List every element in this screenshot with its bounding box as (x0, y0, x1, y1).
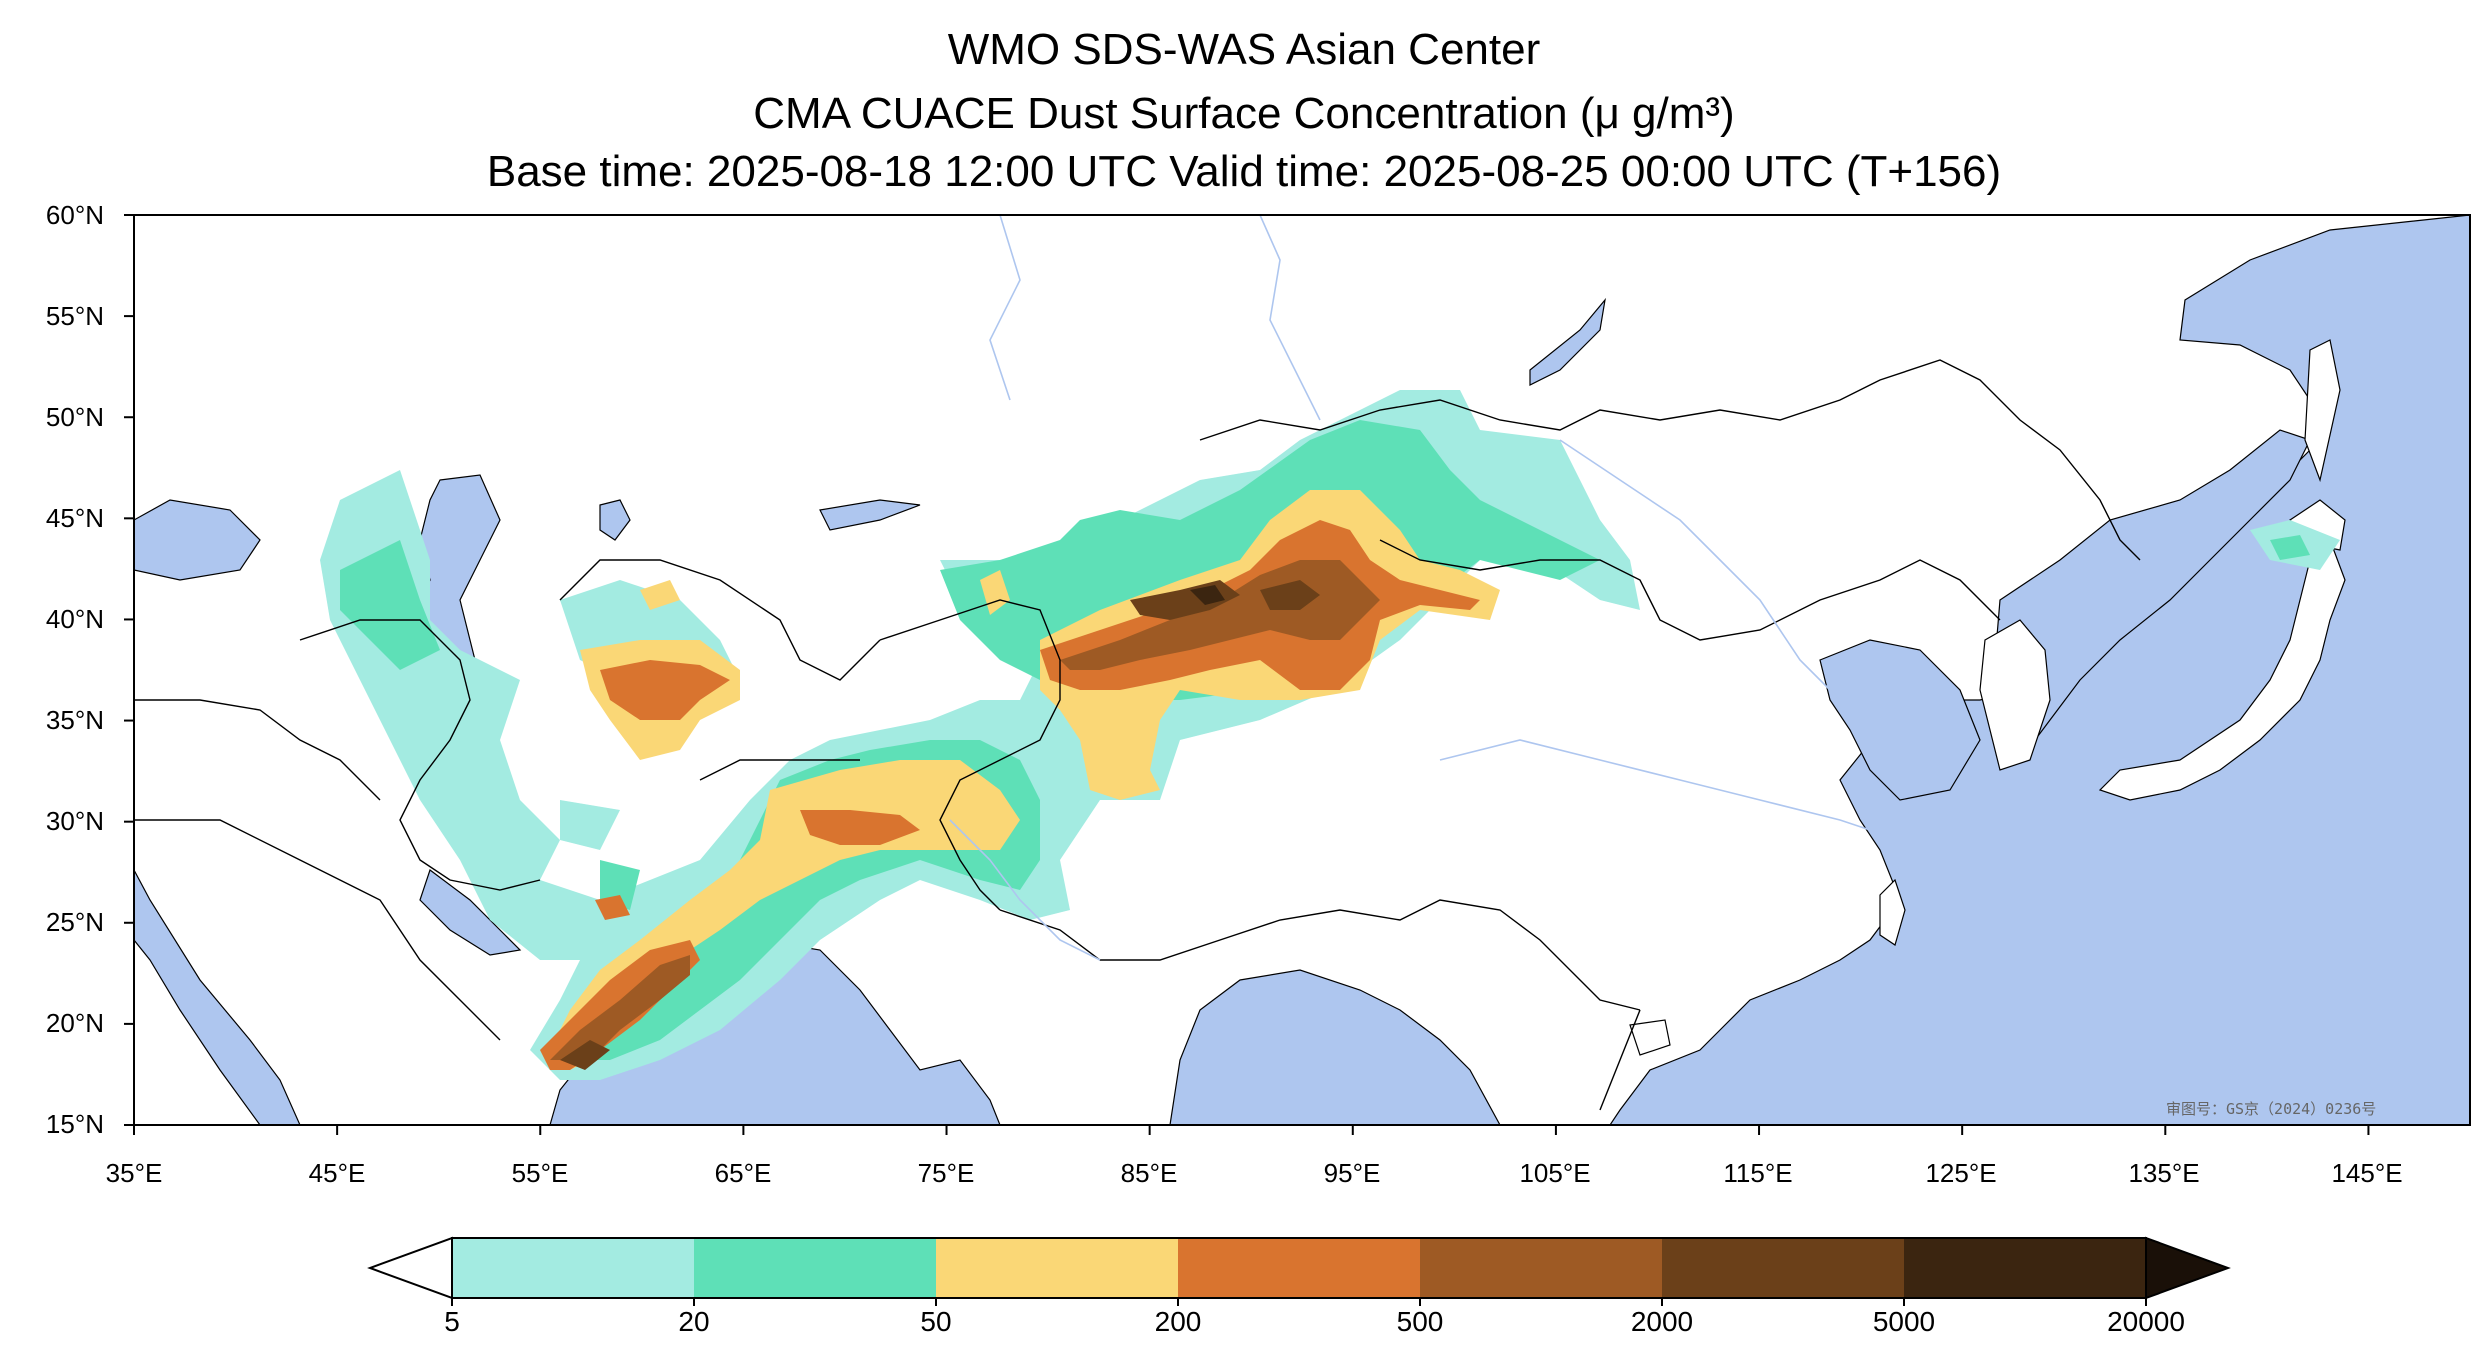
colorbar-frame (451, 1237, 2147, 1299)
lat-label-30: 30°N (45, 806, 104, 836)
lat-label-45: 45°N (45, 503, 104, 533)
lat-label-15: 15°N (45, 1109, 104, 1139)
lat-label-40: 40°N (45, 604, 104, 634)
lon-label-95: 95°E (1323, 1158, 1381, 1188)
colorbar-label-500: 500 (1396, 1306, 1444, 1337)
colorbar-label-200: 200 (1154, 1306, 1202, 1337)
colorbar-segment (1662, 1238, 1904, 1298)
lat-label-55: 55°N (45, 301, 104, 331)
map-layer (134, 215, 2470, 1125)
rivers (949, 215, 1901, 961)
colorbar-segment (1178, 1238, 1420, 1298)
colorbar-segment (694, 1238, 936, 1298)
lat-label-60: 60°N (45, 200, 104, 230)
lon-label-75: 75°E (917, 1158, 975, 1188)
lon-label-115: 115°E (1723, 1158, 1793, 1188)
lat-label-20: 20°N (45, 1008, 104, 1038)
lat-tick-marks (124, 214, 134, 1126)
ocean-areas (134, 215, 2470, 1125)
island-land (1629, 339, 2346, 1056)
lat-label-25: 25°N (45, 907, 104, 937)
dust-contours (320, 390, 2340, 1080)
colorbar-extend-min (367, 1236, 453, 1300)
lon-label-145: 145°E (2331, 1158, 2403, 1188)
lon-label-65: 65°E (714, 1158, 772, 1188)
dust-level-5000 (1190, 585, 1225, 605)
map-title-line1: WMO SDS-WAS Asian Center (947, 25, 1541, 74)
lon-tick-marks (133, 1125, 2370, 1135)
colorbar-label-20000: 20000 (2107, 1306, 2185, 1337)
lon-label-125: 125°E (1925, 1158, 1997, 1188)
map-title-line2: CMA CUACE Dust Surface Concentration (μ … (753, 89, 1735, 138)
country-borders (134, 359, 2141, 1111)
colorbar-label-20: 20 (678, 1306, 710, 1337)
colorbar-label-5: 5 (444, 1306, 460, 1337)
lon-label-85: 85°E (1120, 1158, 1178, 1188)
map-approval-credit: 审图号：GS京（2024）0236号 (2166, 1100, 2377, 1118)
colorbar (367, 1236, 2231, 1306)
colorbar-segment (452, 1238, 694, 1298)
lon-label-45: 45°E (308, 1158, 366, 1188)
map-title-line3: Base time: 2025-08-18 12:00 UTC Valid ti… (486, 147, 2002, 196)
lat-label-35: 35°N (45, 705, 104, 735)
lon-label-35: 35°E (105, 1158, 163, 1188)
lon-label-105: 105°E (1519, 1158, 1591, 1188)
colorbar-segment (1420, 1238, 1662, 1298)
lon-label-55: 55°E (511, 1158, 569, 1188)
colorbar-segment (936, 1238, 1178, 1298)
colorbar-segment (1904, 1238, 2146, 1298)
map-frame (133, 214, 2471, 1126)
lon-label-135: 135°E (2128, 1158, 2200, 1188)
colorbar-label-50: 50 (920, 1306, 952, 1337)
colorbar-extend-max (2145, 1236, 2231, 1300)
lat-label-50: 50°N (45, 402, 104, 432)
colorbar-label-5000: 5000 (1872, 1306, 1936, 1337)
colorbar-label-2000: 2000 (1630, 1306, 1694, 1337)
